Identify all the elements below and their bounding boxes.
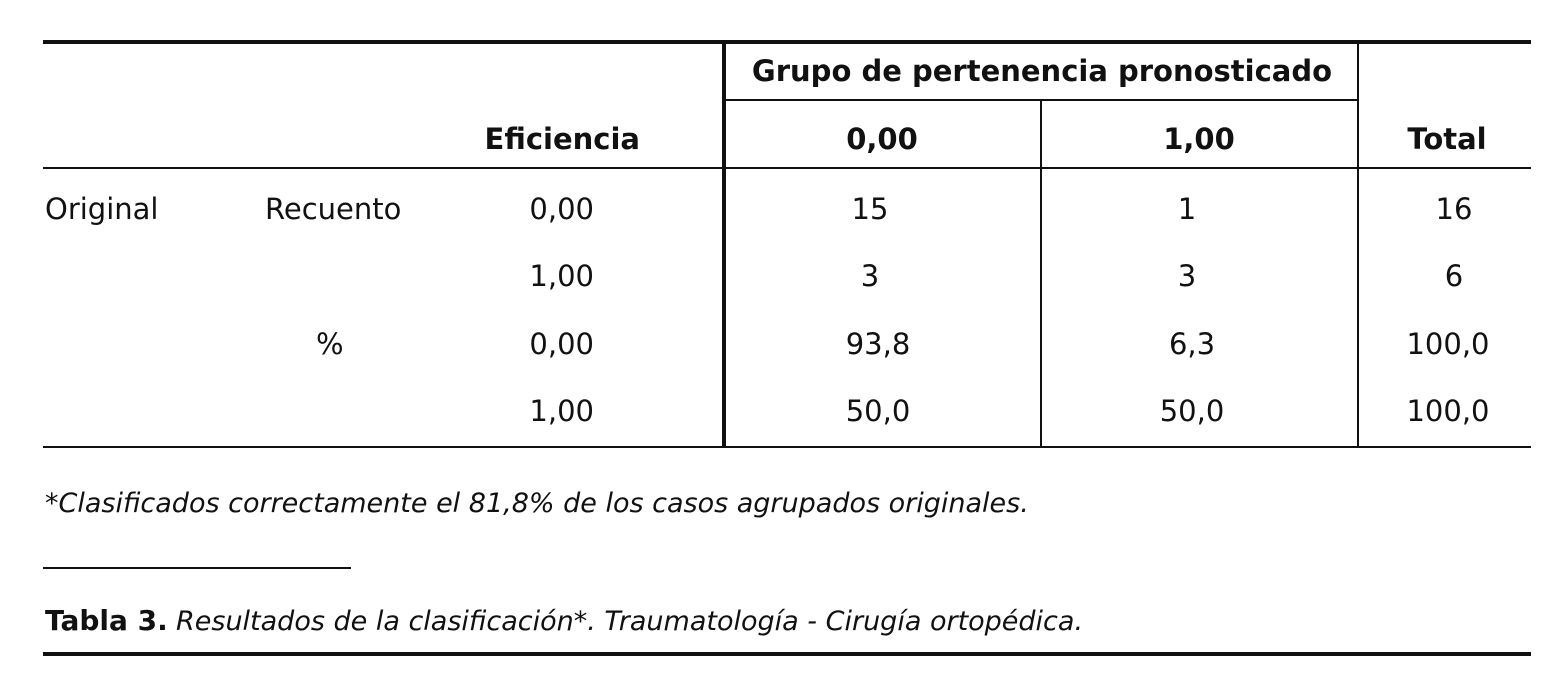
table-cell: 100,0 xyxy=(1406,327,1490,361)
column-divider-2 xyxy=(1357,44,1359,448)
table-cell: 3 xyxy=(1177,259,1197,293)
table-cell: 15 xyxy=(851,192,889,226)
column-header-total: Total xyxy=(1407,122,1487,156)
column-header-0: 0,00 xyxy=(846,122,918,156)
table-cell: 50,0 xyxy=(845,394,911,428)
table-top-rule xyxy=(43,40,1531,44)
eficiencia-cell: 0,00 xyxy=(529,192,594,226)
eficiencia-cell: 1,00 xyxy=(529,259,594,293)
group-header-underline xyxy=(724,99,1358,101)
caption-text: Resultados de la clasificación*. Traumat… xyxy=(176,606,1084,637)
column-header-1: 1,00 xyxy=(1163,122,1235,156)
table-cell: 6,3 xyxy=(1168,327,1216,361)
table-bottom-rule xyxy=(43,446,1531,448)
stub-divider xyxy=(722,44,726,448)
table-cell: 6 xyxy=(1444,259,1464,293)
column-divider-1 xyxy=(1040,101,1042,448)
table-footnote: *Clasificados correctamente el 81,8% de … xyxy=(45,488,1029,519)
caption-bottom-rule xyxy=(43,652,1531,656)
table-cell: 3 xyxy=(860,259,880,293)
table-cell: 1 xyxy=(1177,192,1197,226)
table-cell: 50,0 xyxy=(1159,394,1225,428)
header-bottom-rule xyxy=(43,167,1531,169)
table-cell: 93,8 xyxy=(845,327,911,361)
measure-label: % xyxy=(316,327,344,361)
eficiencia-cell: 0,00 xyxy=(529,327,594,361)
footnote-separator xyxy=(43,567,351,569)
table-cell: 100,0 xyxy=(1406,394,1490,428)
column-header-eficiencia: Eficiencia xyxy=(484,122,640,156)
eficiencia-cell: 1,00 xyxy=(529,394,594,428)
caption-label: Tabla 3. xyxy=(45,604,168,637)
measure-label: Recuento xyxy=(265,192,402,226)
group-header: Grupo de pertenencia pronosticado xyxy=(751,54,1333,88)
row-group-label: Original xyxy=(45,192,159,226)
table-cell: 16 xyxy=(1435,192,1473,226)
